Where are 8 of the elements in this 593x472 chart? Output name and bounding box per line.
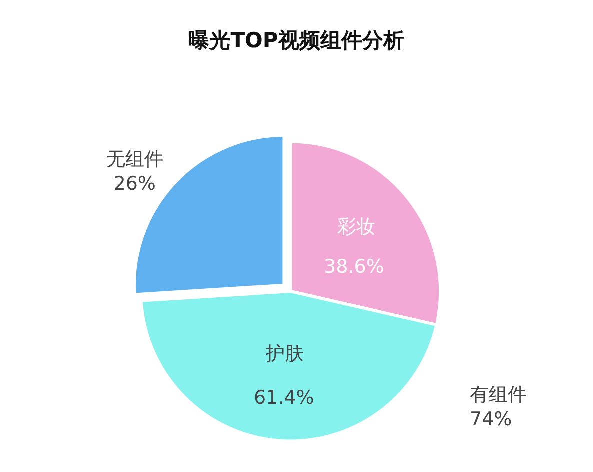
slice-label: 无组件 xyxy=(106,148,164,171)
text: 38.6% xyxy=(324,256,384,278)
slice-label: 彩妆 xyxy=(338,216,376,238)
text: 61.4% xyxy=(254,387,314,409)
slice-label: 护肤 xyxy=(265,343,304,366)
chart-title: 曝光TOP视频组件分析 xyxy=(188,28,404,53)
text: 有组件 74% xyxy=(470,384,527,431)
data-label: 26% xyxy=(114,173,156,196)
